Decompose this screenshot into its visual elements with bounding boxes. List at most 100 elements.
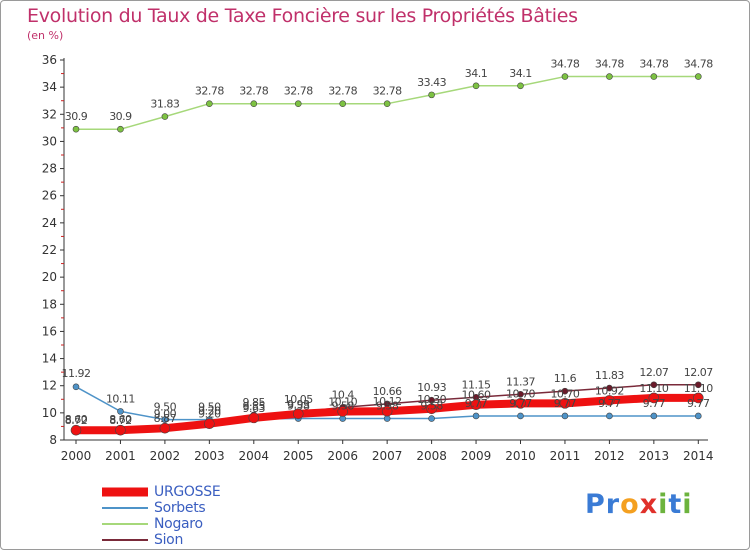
data-label-urgosse: 10.10 (328, 396, 357, 409)
data-label-urgosse: 10.70 (550, 387, 579, 400)
data-label-nogaro: 32.78 (195, 85, 224, 98)
legend-swatch-sion (100, 534, 150, 546)
data-point-urgosse (337, 406, 349, 417)
data-label-sion: 12.07 (639, 366, 668, 379)
logo-letter: i (658, 489, 669, 520)
data-point-nogaro (517, 82, 524, 90)
data-label-sorbets: 9.77 (509, 397, 532, 410)
data-label-nogaro: 34.1 (509, 67, 532, 80)
data-label-sion: 10.93 (417, 381, 446, 394)
data-label-nogaro: 32.78 (284, 85, 313, 98)
y-tick-label: 24 (42, 216, 57, 230)
data-label-sion: 12.07 (684, 366, 713, 379)
chart-legend: URGOSSE Sorbets Nogaro Sion (100, 484, 221, 548)
data-label-urgosse: 8.87 (154, 412, 177, 425)
data-point-urgosse (515, 398, 526, 409)
data-label-sorbets: 9.58 (420, 400, 443, 413)
data-label-nogaro: 31.83 (150, 98, 179, 111)
data-label-sorbets: 9.50 (198, 401, 221, 414)
data-point-urgosse (381, 405, 393, 417)
data-point-sion (517, 390, 524, 398)
data-label-sion: 9.20 (198, 405, 221, 418)
data-label-sorbets: 9.50 (154, 401, 177, 414)
data-point-urgosse (559, 398, 571, 409)
data-label-sorbets: 9.58 (331, 400, 354, 413)
y-tick-label: 34 (42, 80, 57, 94)
x-tick-label: 2004 (239, 449, 270, 463)
data-label-sion: 8.60 (65, 413, 88, 426)
logo-letter: i (682, 489, 693, 520)
data-point-nogaro (339, 100, 347, 107)
data-point-sorbets (606, 412, 613, 420)
legend-item-sorbets: Sorbets (100, 500, 220, 516)
data-label-nogaro: 33.43 (417, 76, 446, 89)
data-label-urgosse: 9.93 (287, 398, 310, 411)
data-label-sorbets: 10.11 (106, 392, 135, 405)
y-tick-label: 12 (42, 379, 57, 393)
data-label-nogaro: 32.78 (239, 85, 268, 98)
y-tick-label: 30 (42, 134, 57, 148)
data-label-nogaro: 34.78 (639, 58, 668, 71)
data-label-urgosse: 9.63 (243, 402, 266, 415)
data-label-nogaro: 30.9 (65, 110, 88, 123)
data-label-sorbets: 9.77 (687, 397, 710, 410)
data-point-sorbets (472, 412, 480, 420)
data-point-nogaro (161, 113, 169, 120)
logo-letter: t (668, 489, 683, 520)
data-point-nogaro (383, 100, 391, 107)
data-point-nogaro (117, 125, 124, 133)
data-point-nogaro (606, 73, 613, 80)
x-tick-label: 2001 (105, 449, 136, 463)
legend-swatch-nogaro (100, 518, 150, 530)
data-label-nogaro: 34.78 (550, 58, 579, 71)
legend-label-sorbets: Sorbets (154, 500, 206, 516)
x-tick-label: 2012 (594, 449, 625, 463)
data-label-sion: 11.15 (462, 378, 491, 391)
data-label-urgosse: 10.12 (373, 395, 402, 408)
data-label-urgosse: 10.70 (506, 387, 535, 400)
data-label-sion: 11.6 (554, 372, 577, 385)
x-tick-label: 2013 (639, 449, 670, 463)
legend-item-sion: Sion (100, 532, 220, 548)
y-tick-label: 22 (42, 243, 57, 257)
data-point-urgosse (115, 424, 126, 436)
legend-label-sion: Sion (154, 532, 184, 548)
data-point-urgosse (648, 392, 660, 404)
logo-letter: x (639, 489, 659, 520)
data-label-sorbets: 9.55 (243, 400, 266, 413)
x-tick-label: 2005 (283, 449, 314, 463)
data-label-sion: 9.00 (154, 407, 177, 420)
data-point-sion (561, 387, 569, 395)
data-label-urgosse: 10.92 (595, 384, 624, 397)
data-point-urgosse (692, 392, 704, 404)
y-tick-label: 18 (42, 297, 57, 311)
data-point-nogaro (561, 73, 569, 80)
data-point-sion (606, 384, 613, 392)
data-label-urgosse: 9.20 (198, 408, 221, 421)
data-label-sion: 9.85 (243, 396, 266, 409)
data-label-sorbets: 11.92 (62, 367, 91, 380)
data-point-urgosse (426, 403, 437, 415)
x-tick-label: 2007 (372, 449, 403, 463)
data-point-nogaro (472, 82, 480, 90)
logo-letter: P (585, 489, 606, 520)
data-point-nogaro (428, 91, 435, 99)
data-label-sion: 11.83 (595, 369, 624, 382)
data-point-sorbets (694, 412, 702, 420)
data-point-urgosse (604, 395, 615, 406)
data-label-nogaro: 34.78 (595, 58, 624, 71)
data-point-sorbets (428, 415, 435, 422)
data-point-sion (694, 381, 702, 389)
x-tick-label: 2014 (683, 449, 714, 463)
data-point-nogaro (72, 125, 80, 133)
data-point-sorbets (561, 412, 569, 420)
legend-item-urgosse: URGOSSE (100, 484, 221, 500)
data-label-urgosse: 10.60 (462, 389, 491, 402)
data-point-urgosse (292, 408, 304, 420)
x-tick-label: 2002 (150, 449, 181, 463)
legend-label-nogaro: Nogaro (154, 516, 203, 532)
data-label-nogaro: 30.9 (109, 110, 132, 123)
data-point-sorbets (517, 412, 524, 420)
data-label-urgosse: 11.10 (684, 382, 713, 395)
data-label-urgosse: 8.72 (109, 414, 132, 427)
